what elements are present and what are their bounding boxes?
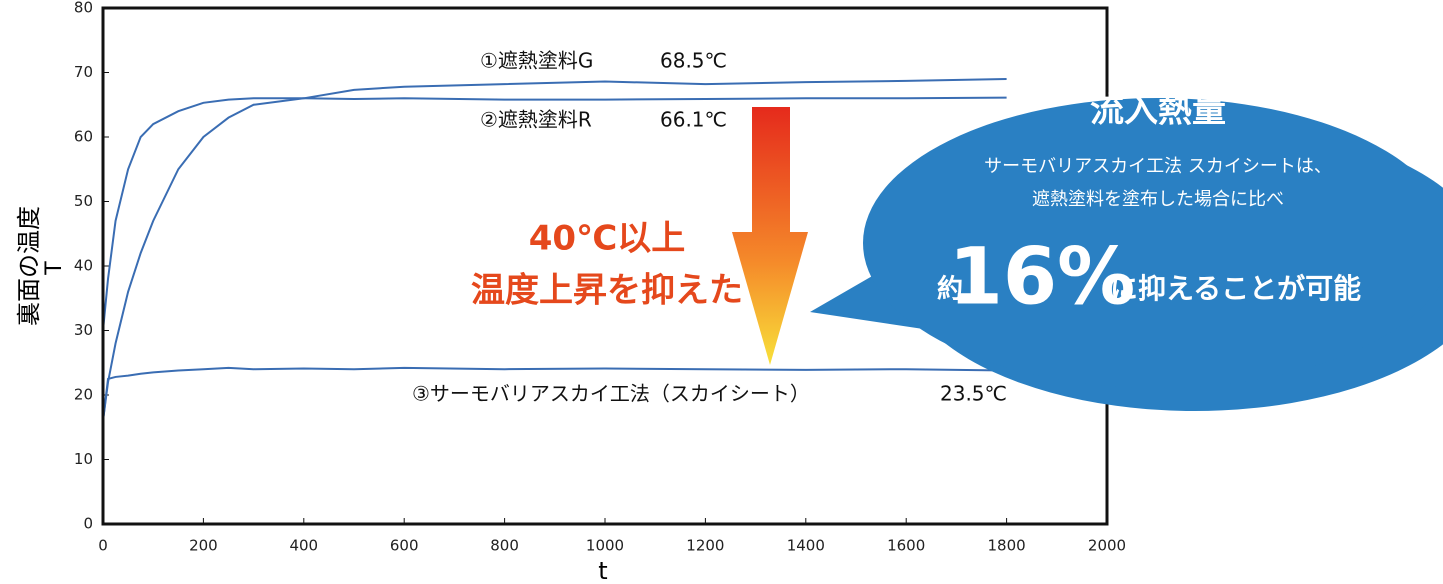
callout-highlight: 16%	[949, 232, 1136, 322]
y-tick-label: 80	[74, 0, 93, 17]
y-tick-label: 0	[83, 515, 93, 533]
series-line	[102, 77, 1007, 421]
y-tick-label: 60	[74, 128, 93, 146]
x-tick-label: 0	[98, 537, 108, 555]
callout-title: 流入熱量	[1090, 91, 1226, 131]
callout-text: 遮熱塗料を塗布した場合に比べ	[1032, 188, 1284, 210]
y-tick-label: 70	[74, 63, 93, 81]
series-end-label: 66.1℃	[660, 108, 727, 132]
down-arrow	[732, 107, 808, 365]
y-tick-label: 40	[74, 257, 93, 275]
x-tick-label: 1400	[787, 537, 825, 555]
callout-text: サーモバリアスカイ工法 スカイシートは、	[984, 156, 1332, 177]
series-line	[102, 96, 1007, 331]
callout-prefix: 約	[937, 274, 963, 305]
x-tick-label: 600	[390, 537, 419, 555]
series-label: ③サーモバリアスカイ工法（スカイシート）	[412, 382, 810, 406]
y-axis-symbol: T	[42, 261, 67, 276]
x-tick-label: 1000	[586, 537, 624, 555]
series-label: ②遮熱塗料R	[480, 108, 592, 132]
series-end-label: 23.5℃	[940, 382, 1007, 406]
y-tick-label: 30	[74, 321, 93, 339]
x-tick-label: 200	[189, 537, 218, 555]
x-tick-label: 800	[490, 537, 519, 555]
y-tick-label: 50	[74, 192, 93, 210]
annotation: 40℃以上	[529, 219, 686, 259]
annotation: 温度上昇を抑えた	[471, 271, 743, 311]
y-tick-label: 10	[74, 450, 93, 468]
callout-bubble	[863, 98, 1443, 388]
y-axis-label: 裏面の温度	[15, 206, 43, 326]
series-end-label: 68.5℃	[660, 49, 727, 73]
x-tick-label: 400	[289, 537, 318, 555]
x-tick-label: 1200	[686, 537, 724, 555]
x-tick-label: 1600	[887, 537, 925, 555]
y-tick-label: 20	[74, 386, 93, 404]
x-tick-label: 2000	[1088, 537, 1126, 555]
x-axis-label: t	[598, 557, 607, 584]
x-tick-label: 1800	[988, 537, 1026, 555]
series-label: ①遮熱塗料G	[480, 49, 593, 73]
series-line	[102, 366, 1007, 421]
callout-suffix: に抑えることが可能	[1110, 272, 1361, 305]
